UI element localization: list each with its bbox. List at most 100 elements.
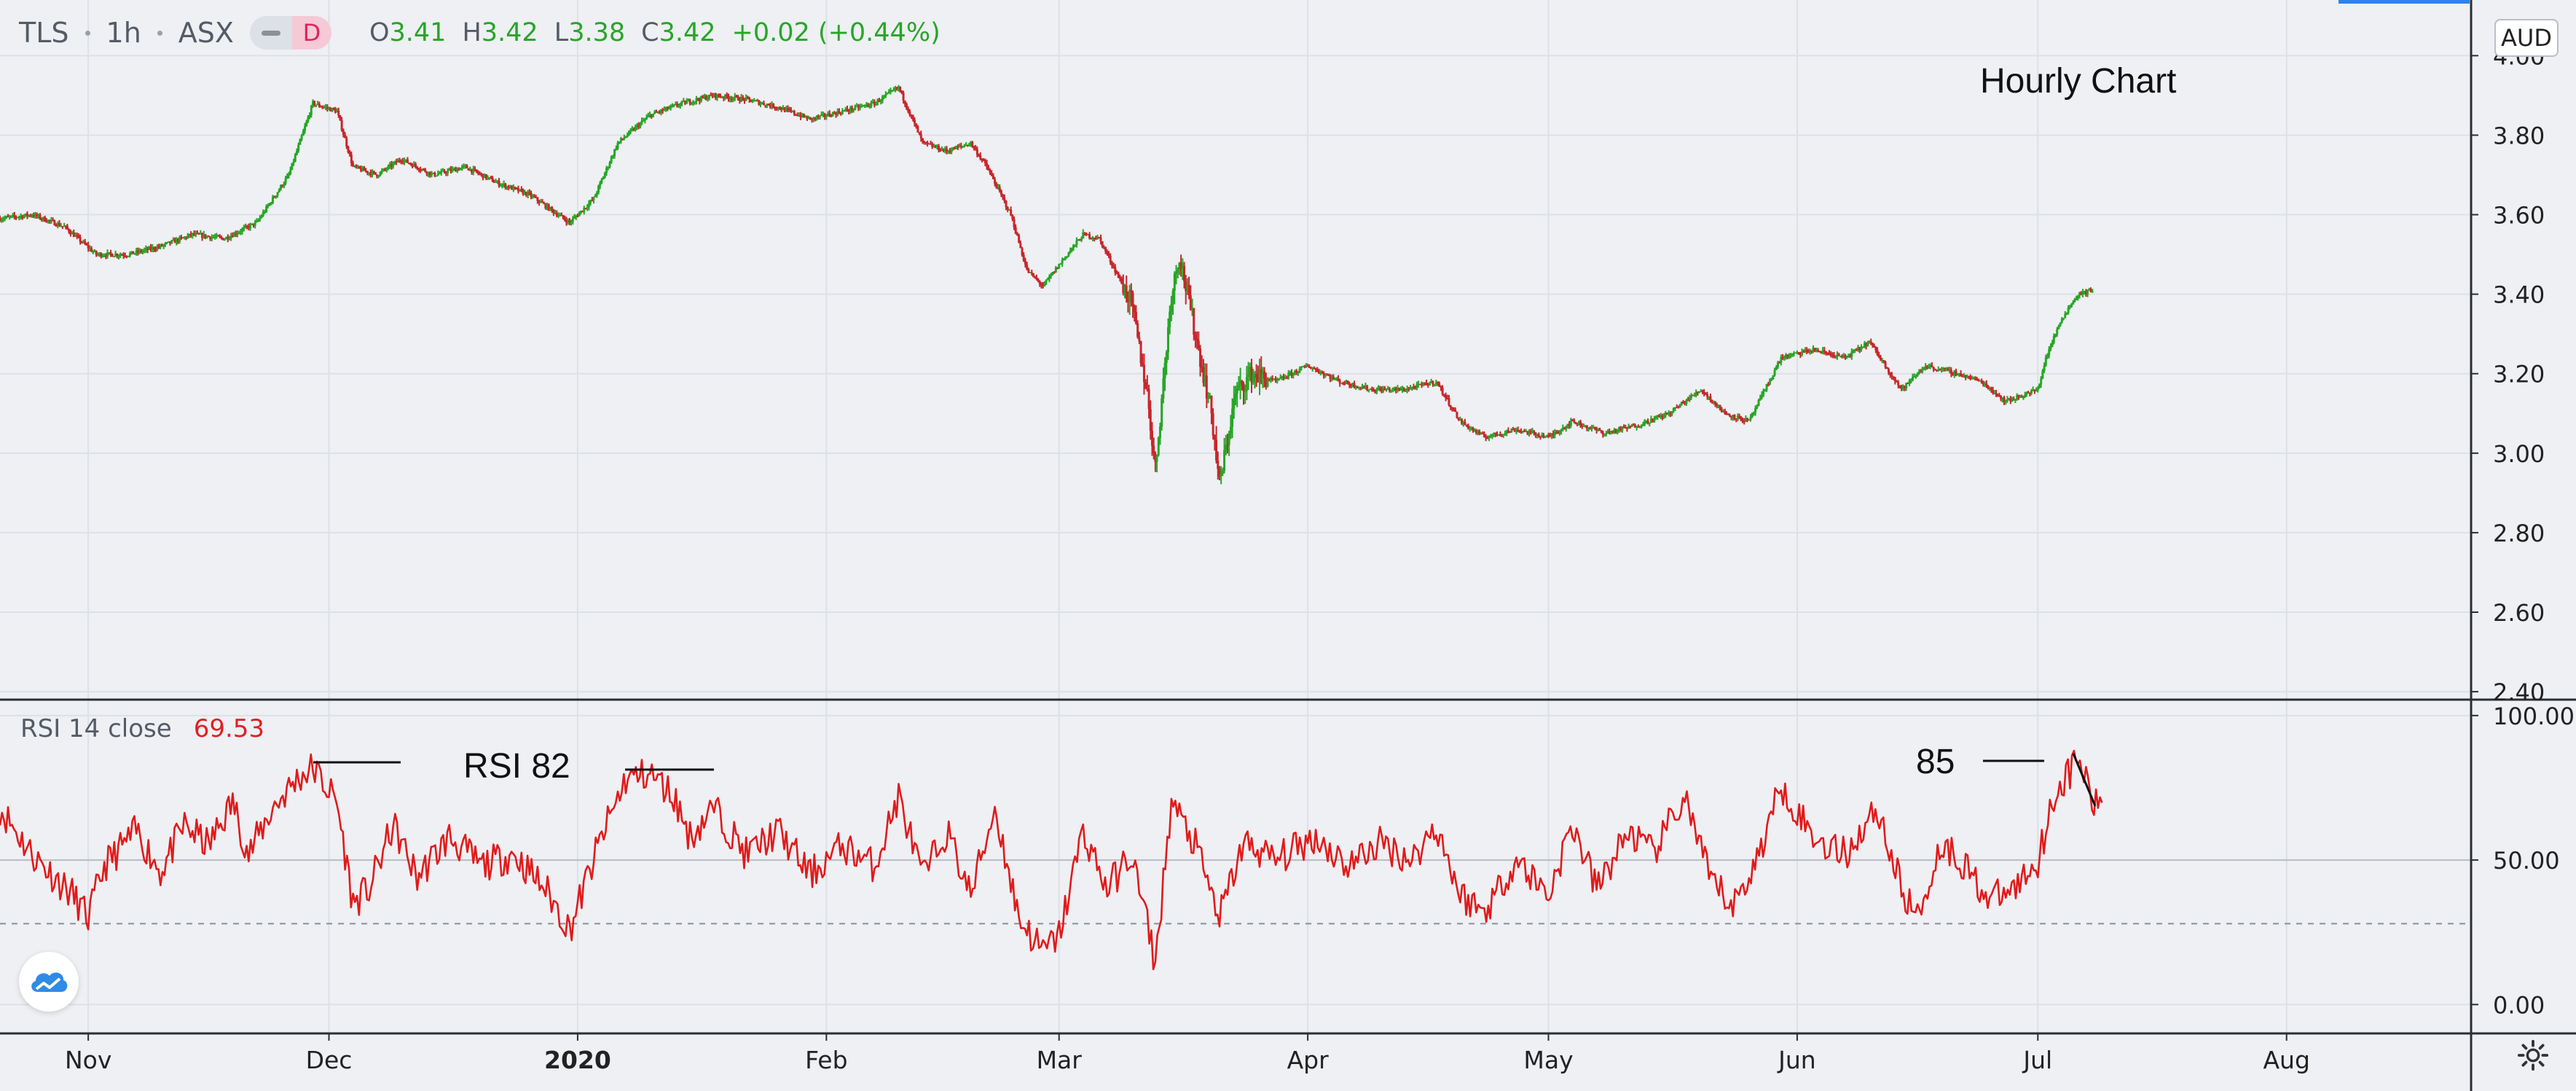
price-tick-label: 3.00: [2493, 440, 2545, 468]
candle-body: [1810, 350, 1813, 352]
candle-body: [61, 226, 64, 227]
candle-body: [1440, 386, 1442, 388]
mode-button[interactable]: D: [291, 16, 331, 50]
candle-body: [1834, 356, 1837, 358]
candle-body: [1242, 383, 1245, 391]
candle-body: [1045, 280, 1048, 283]
candle-body: [1654, 416, 1657, 418]
candle-body: [20, 216, 23, 217]
candle-body: [1218, 469, 1221, 477]
candle-body: [128, 253, 131, 257]
collapse-button[interactable]: [250, 16, 292, 50]
candle-body: [2003, 397, 2006, 402]
candle-body: [959, 145, 962, 147]
candle-body: [688, 100, 691, 104]
candle-body: [1640, 425, 1643, 427]
time-tick-label: Jul: [2022, 1046, 2052, 1074]
candle-body: [297, 144, 300, 152]
candle-body: [1964, 375, 1967, 378]
candle-body: [355, 165, 358, 168]
currency-button[interactable]: AUD: [2494, 19, 2559, 57]
candle-body: [1781, 357, 1784, 359]
candle-body: [1972, 378, 1975, 380]
candle-body: [868, 106, 871, 108]
candle-body: [79, 237, 82, 242]
candle-body: [1850, 351, 1853, 357]
candle-body: [262, 212, 264, 216]
candle-body: [2020, 396, 2023, 398]
candle-body: [546, 204, 549, 208]
candle-body: [25, 213, 28, 216]
candle-body: [2091, 291, 2094, 293]
gear-icon[interactable]: [2516, 1039, 2550, 1072]
candle-body: [467, 168, 470, 171]
candle-body: [1082, 232, 1085, 239]
candle-body: [1102, 246, 1105, 249]
candle-body: [982, 160, 985, 161]
candle-body: [1557, 432, 1560, 434]
candle-body: [1170, 303, 1173, 312]
candle-body: [270, 203, 272, 204]
candle-body: [1375, 389, 1378, 392]
candle-body: [1474, 430, 1477, 434]
candle-body: [1496, 434, 1499, 436]
candle-body: [746, 97, 749, 98]
candle-body: [1399, 389, 1402, 391]
candle-body: [1813, 348, 1816, 352]
candle-body: [1300, 367, 1303, 369]
candle-body: [1534, 432, 1537, 436]
candle-body: [1987, 386, 1990, 388]
candle-body: [1417, 383, 1420, 386]
candle-body: [2086, 289, 2089, 295]
candle-body: [201, 233, 204, 238]
candle-body: [1202, 367, 1205, 383]
rsi-label[interactable]: RSI 14 close: [20, 714, 172, 743]
candle-body: [1253, 374, 1256, 375]
candle-body: [1685, 399, 1688, 404]
top-progress-bar: [2339, 0, 2470, 4]
candle-body: [623, 138, 626, 139]
candle-body: [2049, 346, 2052, 350]
candle-body: [903, 101, 906, 104]
interval-label[interactable]: 1h: [106, 17, 141, 49]
candle-body: [2017, 395, 2020, 397]
candle-body: [1756, 406, 1759, 409]
candle-body: [1577, 421, 1580, 426]
candle-body: [1018, 235, 1021, 243]
tradingview-cloud-icon[interactable]: [19, 952, 79, 1012]
candle-body: [1804, 350, 1807, 352]
candle-body: [1236, 388, 1238, 394]
candle-body: [1433, 383, 1436, 386]
candle-body: [1909, 380, 1912, 382]
candle-body: [1869, 341, 1872, 343]
candle-body: [1257, 378, 1260, 383]
candle-body: [173, 239, 176, 243]
candle-body: [492, 181, 495, 184]
candle-body: [946, 148, 949, 152]
candle-body: [225, 237, 228, 240]
candle-body: [1083, 232, 1086, 234]
candle-body: [1941, 368, 1944, 369]
visibility-toggle[interactable]: D: [249, 16, 331, 50]
candle-body: [1921, 369, 1924, 372]
rsi-header: RSI 14 close 69.53: [20, 714, 264, 743]
candle-body: [1126, 298, 1129, 302]
candle-body: [2016, 395, 2019, 399]
symbol-label[interactable]: TLS: [19, 17, 69, 49]
candle-body: [1929, 365, 1932, 367]
candle-body: [116, 254, 119, 257]
candle-body: [666, 106, 669, 109]
candle-body: [286, 175, 288, 179]
low-label: L: [554, 18, 569, 47]
candle-body: [600, 179, 603, 183]
candle-body: [484, 174, 487, 179]
candle-body: [1115, 272, 1118, 274]
candle-body: [1855, 349, 1858, 351]
candle-body: [2060, 318, 2063, 323]
candle-body: [1019, 243, 1022, 249]
candle-body: [21, 216, 24, 219]
candle-body: [1497, 434, 1500, 436]
candle-body: [507, 186, 510, 189]
candle-body: [1746, 418, 1749, 420]
